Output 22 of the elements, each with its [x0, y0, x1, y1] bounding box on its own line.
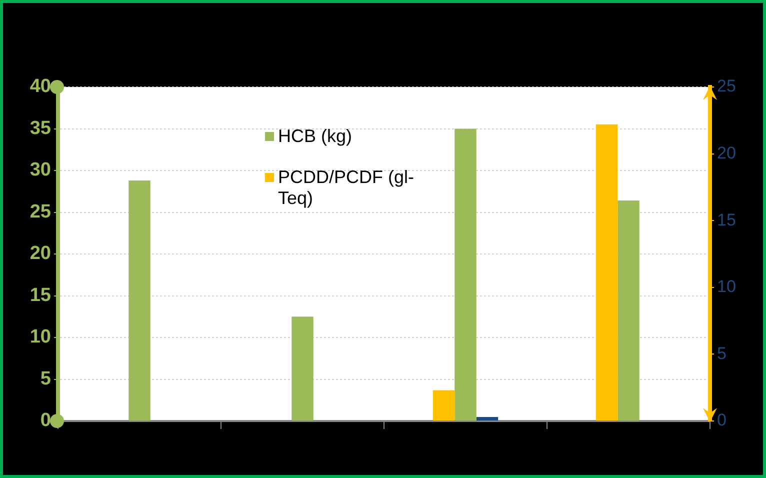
y2-tick-label: 15 — [717, 210, 736, 230]
bar — [128, 180, 150, 420]
y2-tick-label: 5 — [717, 344, 726, 363]
bar — [476, 416, 498, 420]
legend-label: HCB (kg) — [278, 126, 352, 147]
bar — [292, 316, 314, 420]
y2-tick-label: 25 — [717, 76, 736, 96]
y2-tick-label: 20 — [717, 143, 736, 162]
y-tick-label: 15 — [30, 284, 52, 306]
bar — [454, 128, 476, 420]
y-tick-label: 30 — [30, 160, 51, 181]
legend-label: PCDD/PCDF (gl-Teq) — [278, 167, 416, 209]
y2-tick-label: 0 — [717, 410, 726, 430]
y-tick-label: 25 — [30, 201, 52, 222]
y-tick-label: 35 — [30, 118, 52, 139]
y-tick-label: 40 — [30, 76, 51, 98]
y-tick-label: 5 — [40, 368, 52, 390]
y-tick-label: 0 — [40, 410, 51, 432]
y-tick-label: 10 — [30, 326, 51, 348]
bar — [432, 390, 455, 420]
y2-tick-label: 10 — [717, 277, 736, 296]
y-tick-label: 20 — [30, 243, 51, 264]
